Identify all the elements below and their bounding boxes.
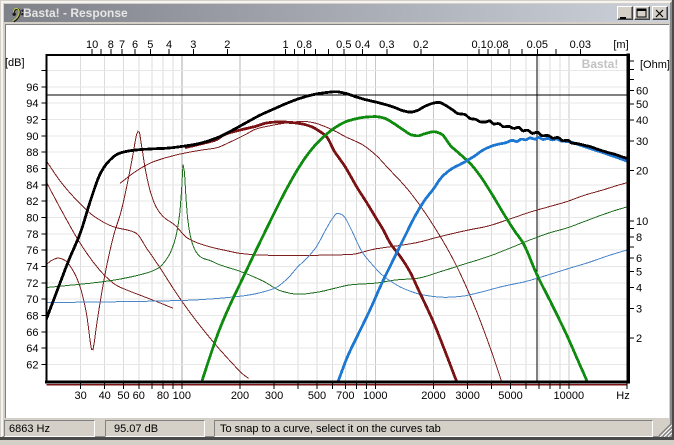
svg-text:92: 92 [26,115,38,127]
svg-text:300: 300 [265,390,283,402]
svg-text:100: 100 [173,390,191,402]
svg-text:500: 500 [308,390,326,402]
svg-text:7: 7 [119,39,125,51]
svg-text:76: 76 [26,245,38,257]
svg-text:30: 30 [636,136,648,148]
svg-text:3000: 3000 [455,390,479,402]
svg-text:50: 50 [117,390,129,402]
svg-text:700: 700 [336,390,354,402]
svg-text:8: 8 [108,39,114,51]
svg-text:0.03: 0.03 [570,39,591,51]
svg-text:1: 1 [283,39,289,51]
svg-text:60: 60 [636,86,648,98]
svg-text:6: 6 [132,39,138,51]
svg-text:5000: 5000 [498,390,522,402]
svg-text:200: 200 [231,390,249,402]
svg-text:3: 3 [636,304,642,316]
svg-text:20: 20 [636,166,648,178]
svg-text:40: 40 [99,390,111,402]
svg-text:2: 2 [636,333,642,345]
svg-text:0.05: 0.05 [527,39,548,51]
svg-text:5: 5 [636,266,642,278]
svg-text:0.3: 0.3 [379,39,394,51]
svg-text:0.1: 0.1 [471,39,486,51]
svg-text:62: 62 [26,360,38,372]
svg-text:2: 2 [224,39,230,51]
svg-text:74: 74 [26,262,38,274]
svg-text:8: 8 [636,232,642,244]
svg-text:3: 3 [190,39,196,51]
svg-text:4: 4 [166,39,172,51]
svg-text:[Ohm]: [Ohm] [640,59,670,71]
svg-text:78: 78 [26,229,38,241]
svg-text:86: 86 [26,164,38,176]
svg-text:72: 72 [26,278,38,290]
svg-text:84: 84 [26,180,38,192]
svg-text:96: 96 [26,82,38,94]
svg-text:40: 40 [636,115,648,127]
svg-text:94: 94 [26,98,38,110]
svg-text:64: 64 [26,343,38,355]
svg-text:0.08: 0.08 [487,39,508,51]
svg-text:60: 60 [133,390,145,402]
svg-text:10: 10 [86,39,98,51]
svg-text:70: 70 [26,294,38,306]
svg-text:5: 5 [147,39,153,51]
svg-text:50: 50 [636,99,648,111]
svg-text:30: 30 [74,390,86,402]
svg-text:66: 66 [26,327,38,339]
svg-text:4: 4 [636,283,642,295]
svg-text:10000: 10000 [554,390,585,402]
svg-text:2000: 2000 [421,390,445,402]
svg-text:0.4: 0.4 [355,39,370,51]
svg-text:0.5: 0.5 [336,39,351,51]
svg-text:82: 82 [26,196,38,208]
svg-text:80: 80 [157,390,169,402]
svg-text:[m]: [m] [613,39,628,51]
svg-text:80: 80 [26,213,38,225]
svg-text:68: 68 [26,311,38,323]
svg-text:[dB]: [dB] [5,57,25,69]
svg-text:0.8: 0.8 [297,39,312,51]
svg-text:6: 6 [636,253,642,265]
svg-text:88: 88 [26,147,38,159]
svg-text:Basta!: Basta! [582,57,619,71]
svg-text:1000: 1000 [363,390,387,402]
svg-text:10: 10 [636,216,648,228]
svg-text:Hz: Hz [616,390,629,402]
svg-text:90: 90 [26,131,38,143]
svg-text:0.2: 0.2 [413,39,428,51]
